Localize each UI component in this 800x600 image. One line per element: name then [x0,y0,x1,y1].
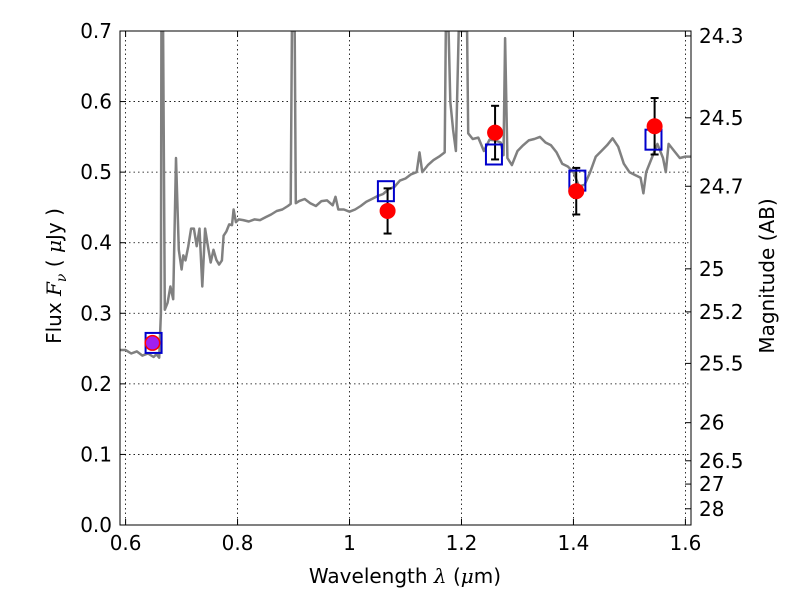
mag-tick-label: 24.3 [699,24,744,48]
mag-tick-label: 25.5 [699,351,744,375]
y-tick-label: 0.4 [80,231,112,255]
model-band-marker [484,143,503,166]
overlap-point [145,336,159,350]
y-tick-label: 0.7 [80,19,112,43]
mag-tick-label: 26.5 [699,449,744,473]
y-tick-label: 0.6 [80,90,112,114]
mag-tick-label: 25 [699,257,724,281]
grid [120,30,691,526]
y-tick-label: 0.0 [80,513,112,537]
marker-layer [144,97,663,354]
mag-tick-label: 25.2 [699,300,744,324]
mag-tick-label: 26 [699,411,724,435]
x-tick-label: 0.6 [110,531,142,555]
mag-tick-label: 24.7 [699,174,744,198]
mag-tick-label: 24.5 [699,106,744,130]
spectrum-layer [120,31,691,359]
x-tick-label: 1.2 [446,531,478,555]
observed-point [568,183,585,200]
x-tick-label: 1.4 [558,531,590,555]
x-tick-label: 1.6 [669,531,701,555]
y-tick-label: 0.1 [80,442,112,466]
x-tick-label: 0.8 [222,531,254,555]
observed-point [646,118,663,135]
y-tick-label: 0.3 [80,301,112,325]
spectrum-line [120,31,691,359]
plot-frame [119,30,692,526]
y2-axis-label: Magnitude (AB) [755,198,779,353]
model-band-marker [376,180,395,203]
observed-point [379,202,396,219]
mag-tick-label: 28 [699,497,724,521]
y-tick-label: 0.2 [80,372,112,396]
x-axis-label: Wavelength λ (μm) [309,564,501,588]
mag-tick-label: 27 [699,472,724,496]
observed-point [487,124,504,141]
x-tick-label: 1 [343,531,356,555]
y-axis-label: Flux Fν ( μJy ) [42,208,70,344]
tick-layer: 0.6 0.8 1 1.2 1.4 1.6 0.0 0.1 0.2 0.3 0.4 0.5 0.6 0.7… [80,19,743,555]
y-tick-label: 0.5 [80,160,112,184]
